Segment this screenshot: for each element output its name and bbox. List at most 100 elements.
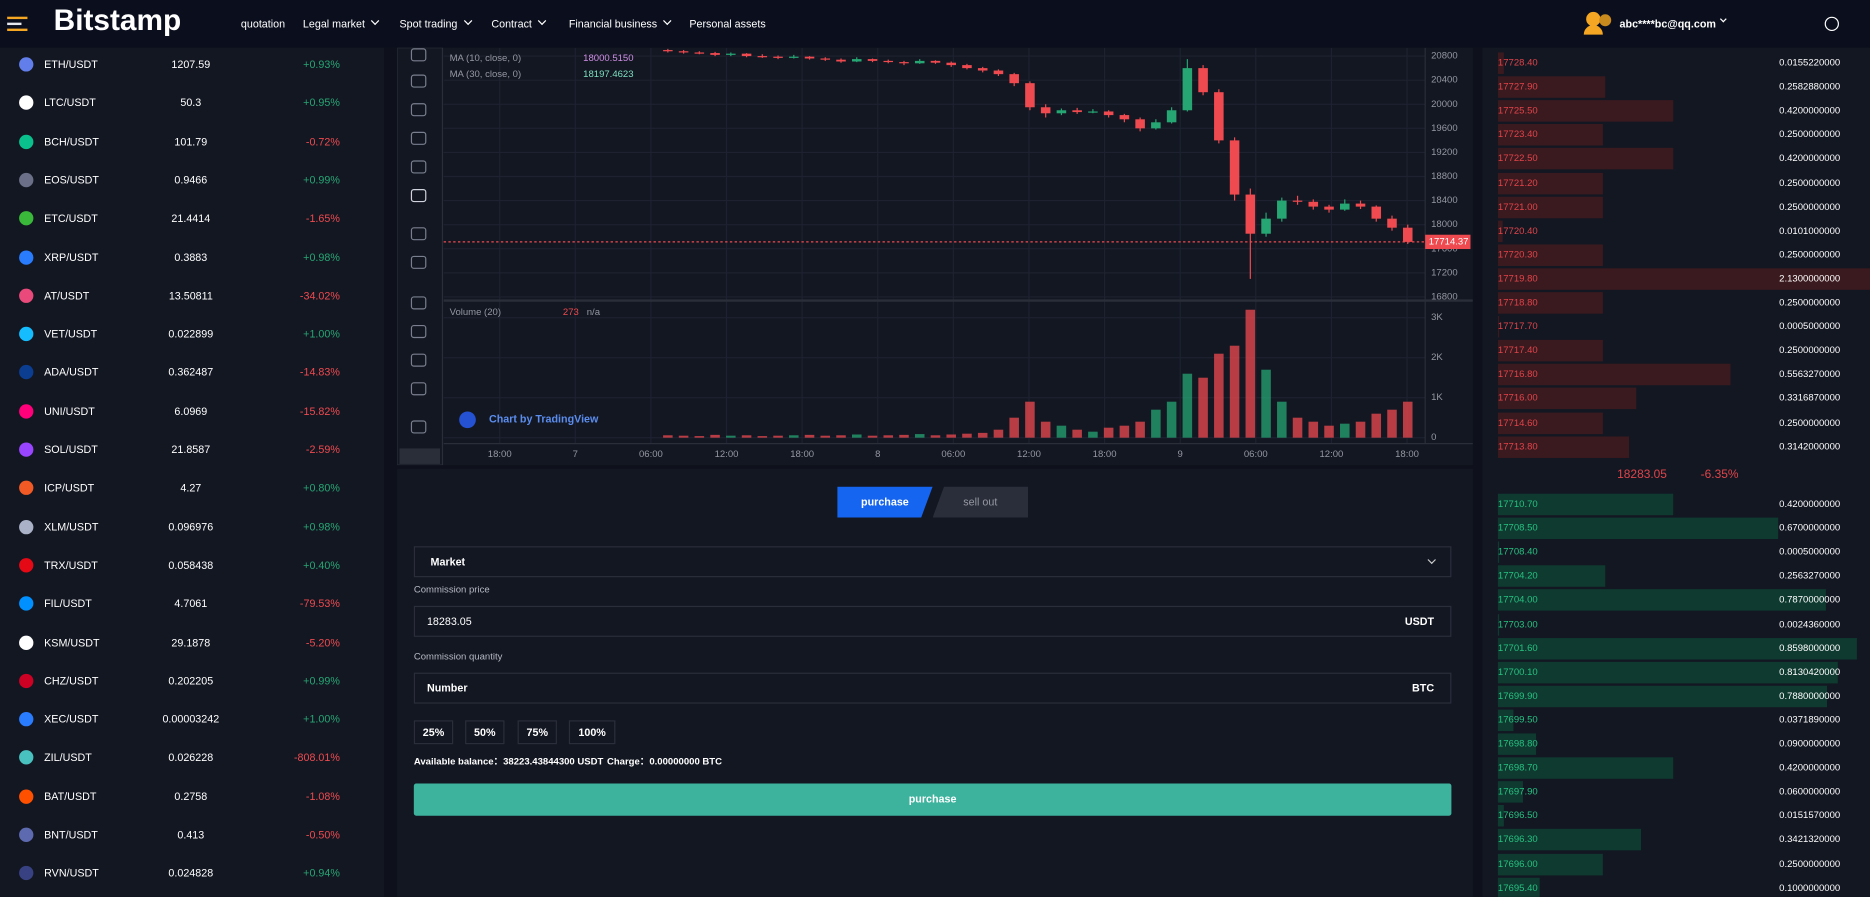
bid-row[interactable]: 17701.60 0.8598000000 (1482, 636, 1870, 660)
order-price: 17700.10 (1497, 666, 1538, 678)
menu-icon-bar[interactable] (7, 16, 28, 20)
market-row[interactable]: AT/USDT 13.50811 -34.02% (0, 284, 384, 308)
market-row[interactable]: RVN/USDT 0.024828 +0.94% (0, 861, 384, 885)
candle-body (1229, 140, 1240, 195)
bid-row[interactable]: 17698.80 0.0900000000 (1482, 732, 1870, 756)
market-row[interactable]: XRP/USDT 0.3883 +0.98% (0, 245, 384, 269)
bid-row[interactable]: 17708.40 0.0005000000 (1482, 540, 1870, 564)
market-row[interactable]: FIL/USDT 4.7061 -79.53% (0, 592, 384, 616)
market-row[interactable]: XLM/USDT 0.096976 +0.98% (0, 515, 384, 539)
pair-name: XLM/USDT (44, 520, 99, 533)
ask-row[interactable]: 17718.80 0.2500000000 (1482, 291, 1870, 315)
coin-icon (19, 789, 34, 804)
volume-bar (1292, 417, 1303, 438)
bid-row[interactable]: 17700.10 0.8130420000 (1482, 660, 1870, 684)
volume-bar (1088, 431, 1098, 438)
volume-bar (1025, 401, 1035, 438)
tab-buy[interactable]: purchase (837, 486, 933, 518)
nav-item[interactable]: quotation (240, 17, 286, 30)
percent-button[interactable]: 25% (413, 720, 454, 745)
market-row[interactable]: UNI/USDT 6.0969 -15.82% (0, 399, 384, 423)
market-row[interactable]: TRX/USDT 0.058438 +0.40% (0, 553, 384, 577)
nav-item[interactable]: Personal assets (689, 17, 766, 30)
ask-row[interactable]: 17725.50 0.4200000000 (1482, 99, 1870, 123)
candle-body (1135, 119, 1145, 129)
candles (663, 48, 1413, 279)
ask-row[interactable]: 17728.40 0.0155220000 (1482, 51, 1870, 75)
market-row[interactable]: KSM/USDT 29.1878 -5.20% (0, 630, 384, 654)
ask-row[interactable]: 17713.80 0.3142000000 (1482, 435, 1870, 459)
bid-row[interactable]: 17696.00 0.2500000000 (1482, 852, 1870, 876)
quantity-input[interactable]: Number BTC (413, 672, 1452, 704)
bid-row[interactable]: 17704.00 0.7870000000 (1482, 588, 1870, 612)
order-amount: 0.0155220000 (1779, 57, 1841, 68)
pair-price: 4.27 (180, 482, 202, 495)
percent-button[interactable]: 50% (465, 720, 505, 745)
order-price: 17720.40 (1497, 225, 1538, 236)
ask-row[interactable]: 17722.50 0.4200000000 (1482, 147, 1870, 171)
bid-row[interactable]: 17698.70 0.4200000000 (1482, 756, 1870, 780)
ask-row[interactable]: 17721.20 0.2500000000 (1482, 171, 1870, 195)
market-row[interactable]: ZIL/USDT 0.026228 -808.01% (0, 746, 384, 770)
ask-row[interactable]: 17723.40 0.2500000000 (1482, 123, 1870, 147)
market-row[interactable]: ICP/USDT 4.27 +0.80% (0, 476, 384, 500)
market-row[interactable]: BNT/USDT 0.413 -0.50% (0, 823, 384, 847)
globe-icon[interactable] (1824, 16, 1839, 32)
bid-row[interactable]: 17703.00 0.0024360000 (1482, 612, 1870, 636)
bid-row[interactable]: 17710.70 0.4200000000 (1482, 493, 1870, 517)
market-row[interactable]: ETC/USDT 21.4414 -1.65% (0, 207, 384, 231)
depth-bar (1497, 805, 1505, 827)
logo[interactable]: Bitstamp (53, 3, 182, 37)
ask-row[interactable]: 17720.40 0.0101000000 (1482, 219, 1870, 243)
order-amount: 0.2500000000 (1779, 858, 1841, 869)
ask-row[interactable]: 17716.00 0.3316870000 (1482, 387, 1870, 411)
x-tick-label: 18:00 (488, 449, 512, 460)
market-row[interactable]: ADA/USDT 0.362487 -14.83% (0, 361, 384, 385)
bid-row[interactable]: 17696.30 0.3421320000 (1482, 828, 1870, 852)
percent-button[interactable]: 100% (568, 720, 616, 745)
market-row[interactable]: LTC/USDT 50.3 +0.95% (0, 91, 384, 115)
order-type-select[interactable]: Market (413, 546, 1452, 578)
ask-row[interactable]: 17717.40 0.2500000000 (1482, 339, 1870, 363)
nav-item[interactable]: Financial business (569, 16, 672, 33)
percent-button[interactable]: 75% (517, 720, 557, 745)
bid-row[interactable]: 17695.40 0.1000000000 (1482, 876, 1870, 897)
order-amount: 0.2500000000 (1779, 201, 1841, 212)
market-row[interactable]: BCH/USDT 101.79 -0.72% (0, 130, 384, 154)
ask-row[interactable]: 17719.80 2.1300000000 (1482, 267, 1870, 291)
ask-row[interactable]: 17714.60 0.2500000000 (1482, 411, 1870, 435)
market-row[interactable]: XEC/USDT 0.00003242 +1.00% (0, 707, 384, 731)
depth-bar (1497, 292, 1603, 314)
nav-item[interactable]: Spot trading (400, 16, 472, 33)
market-row[interactable]: CHZ/USDT 0.202205 +0.99% (0, 669, 384, 693)
quantity-label: Commission quantity (413, 651, 503, 662)
user-chevron[interactable] (1719, 15, 1727, 23)
market-row[interactable]: VET/USDT 0.022899 +1.00% (0, 322, 384, 346)
market-row[interactable]: ETH/USDT 1207.59 +0.93% (0, 52, 384, 76)
price-input[interactable]: 18283.05 USDT (413, 605, 1452, 637)
candle-body (1119, 115, 1130, 120)
user-avatar[interactable] (1586, 11, 1601, 27)
bid-row[interactable]: 17704.20 0.2563270000 (1482, 564, 1870, 588)
order-price: 17695.40 (1497, 882, 1538, 893)
tab-sell[interactable]: sell out (932, 486, 1029, 518)
ask-row[interactable]: 17717.70 0.0005000000 (1482, 315, 1870, 339)
y-tick-label: 20000 (1431, 99, 1458, 110)
ask-row[interactable]: 17727.90 0.2582880000 (1482, 75, 1870, 99)
market-row[interactable]: EOS/USDT 0.9466 +0.99% (0, 168, 384, 192)
ask-row[interactable]: 17720.30 0.2500000000 (1482, 243, 1870, 267)
market-row[interactable]: BAT/USDT 0.2758 -1.08% (0, 784, 384, 808)
nav-item[interactable]: Legal market (303, 16, 380, 33)
nav-item[interactable]: Contract (491, 16, 547, 33)
bid-row[interactable]: 17697.90 0.0600000000 (1482, 780, 1870, 804)
bid-row[interactable]: 17699.50 0.0371890000 (1482, 708, 1870, 732)
bid-row[interactable]: 17699.90 0.7880000000 (1482, 684, 1870, 708)
ask-row[interactable]: 17721.00 0.2500000000 (1482, 195, 1870, 219)
market-row[interactable]: SOL/USDT 21.8587 -2.59% (0, 438, 384, 462)
bid-row[interactable]: 17696.50 0.0151570000 (1482, 804, 1870, 828)
bid-row[interactable]: 17708.50 0.6700000000 (1482, 517, 1870, 541)
ask-row[interactable]: 17716.80 0.5563270000 (1482, 363, 1870, 387)
submit-button[interactable]: purchase (413, 783, 1452, 816)
user-email[interactable]: abc****bc@qq.com (1619, 17, 1716, 30)
candle-body (977, 68, 988, 71)
